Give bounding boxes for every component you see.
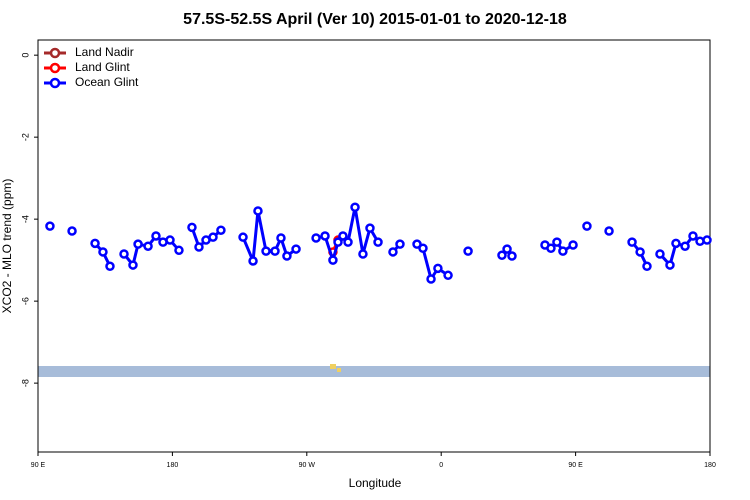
data-point [253, 206, 263, 216]
data-point [128, 260, 138, 270]
data-point [671, 238, 681, 249]
data-point [151, 231, 161, 241]
data-point [208, 232, 218, 242]
data-point [270, 246, 280, 256]
data-point [426, 274, 436, 284]
data-point [365, 223, 375, 233]
data-point [680, 241, 690, 251]
y-tick-label: -6 [20, 297, 30, 305]
data-point [333, 237, 343, 247]
map-land [337, 368, 341, 372]
data-point [291, 244, 301, 254]
data-point [311, 233, 321, 243]
data-point [238, 232, 248, 242]
map-strip [38, 366, 710, 377]
data-point [665, 260, 675, 270]
data-point [388, 247, 398, 257]
y-tick-label: -2 [20, 133, 30, 141]
data-point [216, 225, 226, 235]
x-tick-label: 90 E [31, 462, 46, 469]
legend-marker [49, 62, 61, 74]
x-axis-label: Longitude [349, 476, 402, 490]
data-point [655, 249, 665, 259]
x-tick-label: 180 [704, 462, 716, 469]
legend-marker [49, 47, 61, 59]
chart-title: 57.5S-52.5S April (Ver 10) 2015-01-01 to… [183, 11, 567, 28]
data-point [194, 242, 204, 252]
data-point [350, 202, 360, 213]
data-point [165, 235, 175, 245]
legend-label: Land Nadir [75, 45, 134, 59]
legend-label: Ocean Glint [75, 75, 139, 89]
data-point [418, 243, 428, 254]
data-point [90, 238, 100, 249]
legend-label: Land Glint [75, 60, 130, 74]
y-tick-label: -8 [20, 379, 30, 387]
data-point [688, 231, 698, 241]
data-point [443, 270, 453, 281]
data-point [373, 237, 383, 247]
data-point [143, 241, 153, 251]
data-point [412, 239, 422, 249]
x-tick-label: 180 [167, 462, 179, 469]
data-point [248, 256, 258, 266]
data-point [552, 237, 562, 247]
data-point [463, 246, 473, 256]
data-point [328, 255, 338, 265]
data-point [187, 222, 197, 233]
data-point [395, 239, 405, 249]
data-point [276, 233, 286, 243]
map-land [330, 364, 336, 369]
y-tick-label: 0 [20, 53, 30, 58]
x-tick-label: 0 [439, 462, 443, 469]
y-tick-label: -4 [20, 215, 30, 223]
data-point [433, 263, 443, 274]
data-point [582, 221, 592, 231]
plot-frame [37, 39, 711, 453]
data-point [174, 245, 184, 256]
data-point [635, 247, 645, 257]
x-tick-label: 90 W [299, 462, 316, 469]
data-point [502, 244, 512, 254]
data-point [558, 246, 568, 256]
legend-marker [49, 77, 61, 89]
data-point [642, 261, 652, 272]
data-point [702, 235, 712, 245]
data-point [119, 249, 129, 259]
data-point [45, 221, 55, 231]
data-point [343, 237, 353, 247]
y-axis-label: XCO2 - MLO trend (ppm) [0, 179, 14, 314]
data-point [358, 249, 368, 259]
data-point [320, 231, 330, 241]
data-point [627, 237, 637, 247]
data-point [98, 247, 108, 257]
data-point [133, 239, 143, 249]
data-point [507, 251, 517, 261]
x-tick-label: 90 E [568, 462, 583, 469]
data-point [604, 226, 614, 236]
data-point [568, 240, 578, 250]
data-point [105, 261, 115, 272]
data-point [261, 246, 271, 256]
data-point [282, 251, 292, 261]
data-point [338, 231, 348, 241]
data-point [497, 250, 507, 260]
data-point [546, 243, 556, 254]
data-point [67, 226, 77, 236]
